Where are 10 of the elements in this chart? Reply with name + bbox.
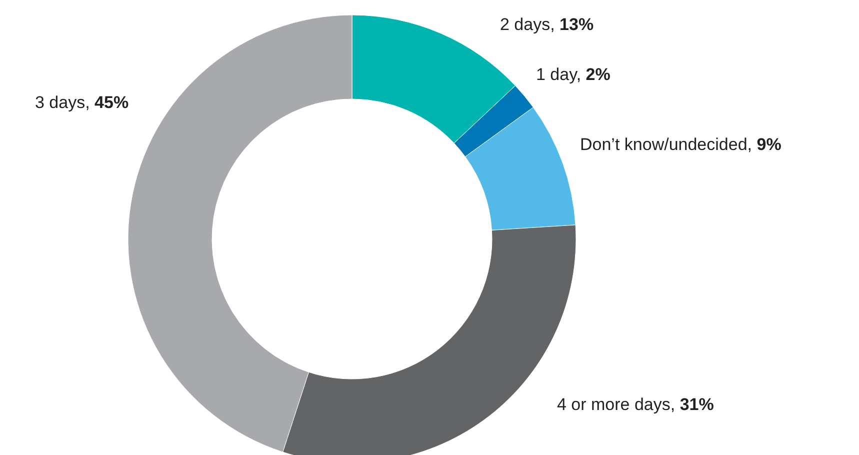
- data-label: , 2%: [576, 65, 610, 84]
- data-label: , 31%: [670, 395, 714, 414]
- data-label: , 13%: [550, 15, 594, 34]
- data-label: , 9%: [747, 135, 782, 154]
- slice-label: 2 days: [500, 15, 550, 34]
- data-label: , 45%: [85, 93, 129, 112]
- slice-label: 1 day: [536, 65, 578, 84]
- slice-label: Don’t know/undecided: [580, 135, 748, 154]
- slice-label: 3 days: [35, 93, 86, 112]
- slice-label: 4 or more days: [557, 395, 670, 414]
